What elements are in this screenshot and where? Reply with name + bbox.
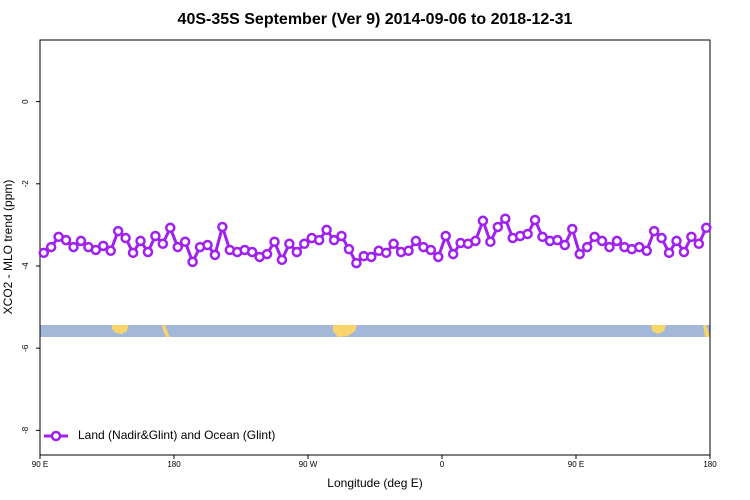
data-point — [403, 245, 414, 257]
x-tick-label: 0 — [440, 460, 445, 469]
data-point — [321, 224, 332, 236]
data-point — [410, 235, 422, 247]
data-point — [686, 231, 697, 243]
data-point — [447, 248, 459, 260]
data-point — [641, 245, 652, 257]
data-point — [142, 246, 154, 258]
data-point — [351, 257, 362, 269]
data-point — [663, 247, 675, 259]
data-point — [701, 222, 712, 234]
data-point — [45, 241, 57, 253]
data-point — [68, 241, 79, 253]
data-point — [567, 223, 578, 235]
data-point — [656, 232, 667, 244]
data-point — [120, 232, 131, 244]
data-point — [425, 244, 437, 256]
data-point — [105, 245, 116, 257]
y-axis-label: XCO2 - MLO trend (ppm) — [1, 180, 15, 315]
data-point — [366, 251, 377, 263]
data-point — [648, 225, 660, 237]
data-point — [313, 234, 325, 246]
y-tick-label: -6 — [21, 344, 30, 352]
x-tick-label: 90 W — [299, 460, 318, 469]
data-point — [492, 221, 504, 233]
data-point — [693, 238, 705, 250]
data-point — [299, 238, 310, 250]
data-point — [75, 235, 87, 247]
data-point — [269, 236, 280, 247]
y-tick-label: -8 — [21, 426, 30, 434]
data-point — [276, 254, 288, 266]
data-point — [217, 221, 228, 233]
data-point — [388, 238, 399, 250]
data-point — [581, 241, 593, 253]
data-point — [343, 243, 355, 255]
data-point — [596, 235, 608, 247]
legend-label: Land (Nadir&Glint) and Ocean (Glint) — [78, 428, 275, 442]
y-tick-label: -4 — [21, 262, 30, 270]
data-point — [336, 230, 347, 242]
data-point — [470, 235, 481, 247]
y-tick-label: 0 — [21, 99, 30, 104]
data-point — [150, 230, 161, 242]
chart-title: 40S-35S September (Ver 9) 2014-09-06 to … — [178, 11, 573, 28]
data-point — [485, 236, 496, 247]
data-point — [604, 241, 615, 253]
data-point — [552, 234, 563, 246]
x-tick-label: 90 E — [32, 460, 48, 469]
data-point — [500, 213, 511, 224]
y-tick-label: -2 — [21, 180, 30, 188]
data-point — [60, 234, 72, 246]
data-point — [112, 225, 124, 237]
x-tick-label: 180 — [167, 460, 181, 469]
data-point — [202, 239, 213, 251]
land-ocean-strip — [40, 325, 710, 337]
data-point — [261, 248, 273, 260]
data-point — [559, 239, 571, 251]
x-tick-label: 90 E — [568, 460, 584, 469]
data-point — [678, 246, 690, 258]
data-point — [209, 249, 221, 261]
data-point — [246, 246, 258, 258]
data-point — [522, 228, 533, 240]
data-point — [380, 247, 392, 259]
data-point — [291, 246, 303, 258]
data-point — [38, 247, 49, 259]
plot-frame — [39, 39, 711, 456]
data-point — [671, 235, 682, 247]
data-point — [165, 222, 176, 234]
data-point — [179, 236, 191, 247]
x-axis-label: Longitude (deg E) — [327, 476, 422, 490]
x-tick-label: 180 — [703, 460, 717, 469]
data-point — [328, 234, 340, 246]
data-point — [98, 240, 109, 252]
data-point — [529, 214, 541, 226]
data-point — [90, 244, 102, 256]
data-point — [284, 238, 295, 250]
data-point — [187, 256, 198, 268]
data-point — [172, 241, 183, 253]
legend-marker — [50, 430, 62, 442]
data-point — [477, 215, 489, 227]
data-point — [135, 235, 146, 247]
data-point — [611, 235, 623, 247]
data-point — [127, 247, 139, 259]
data-point — [440, 230, 451, 242]
data-point — [157, 238, 169, 250]
data-point — [433, 251, 444, 263]
data-point — [589, 231, 600, 243]
data-point — [537, 231, 548, 243]
data-point — [574, 248, 585, 260]
